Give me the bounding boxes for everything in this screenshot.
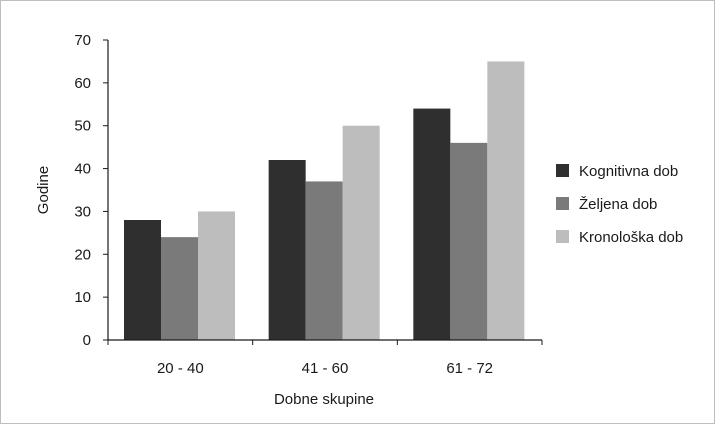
bar-kognitivna-dob-1 (268, 160, 306, 340)
y-tick-label: 70 (74, 32, 91, 49)
bar--eljena-dob-2 (450, 142, 488, 340)
y-tick-label: 40 (74, 161, 91, 178)
legend-label: Kognitivna dob (579, 163, 678, 180)
x-tick-label: 41 - 60 (302, 360, 349, 377)
bar-kronolo-ka-dob-1 (342, 125, 380, 340)
y-tick-label: 10 (74, 289, 91, 306)
legend-label: Kronološka dob (579, 229, 683, 246)
bar-kognitivna-dob-2 (413, 108, 451, 340)
y-tick-label: 0 (83, 332, 91, 349)
bar-kronolo-ka-dob-2 (487, 61, 525, 341)
y-tick-label: 30 (74, 203, 91, 220)
y-tick-label: 20 (74, 246, 91, 263)
bar-kronolo-ka-dob-0 (198, 211, 235, 340)
y-axis-title: Godine (35, 166, 52, 214)
y-tick-label: 50 (74, 118, 91, 135)
bar-kognitivna-dob-0 (124, 220, 161, 340)
x-axis-ticks: 20 - 40 41 - 60 61 - 72 (107, 340, 543, 377)
bar--eljena-dob-1 (305, 181, 343, 340)
x-tick-label: 20 - 40 (157, 360, 204, 377)
x-tick-label: 61 - 72 (446, 360, 493, 377)
bars (124, 61, 525, 341)
legend-swatch (556, 230, 569, 243)
y-axis-ticks: 0 10 20 30 40 50 60 70 (74, 32, 108, 349)
legend: Kognitivna dob Željena dob Kronološka dob (556, 163, 683, 246)
legend-swatch (556, 197, 569, 210)
y-tick-label: 60 (74, 75, 91, 92)
legend-label: Željena dob (579, 196, 657, 213)
legend-swatch (556, 164, 569, 177)
x-axis-title: Dobne skupine (274, 391, 374, 408)
bar--eljena-dob-0 (161, 237, 198, 340)
